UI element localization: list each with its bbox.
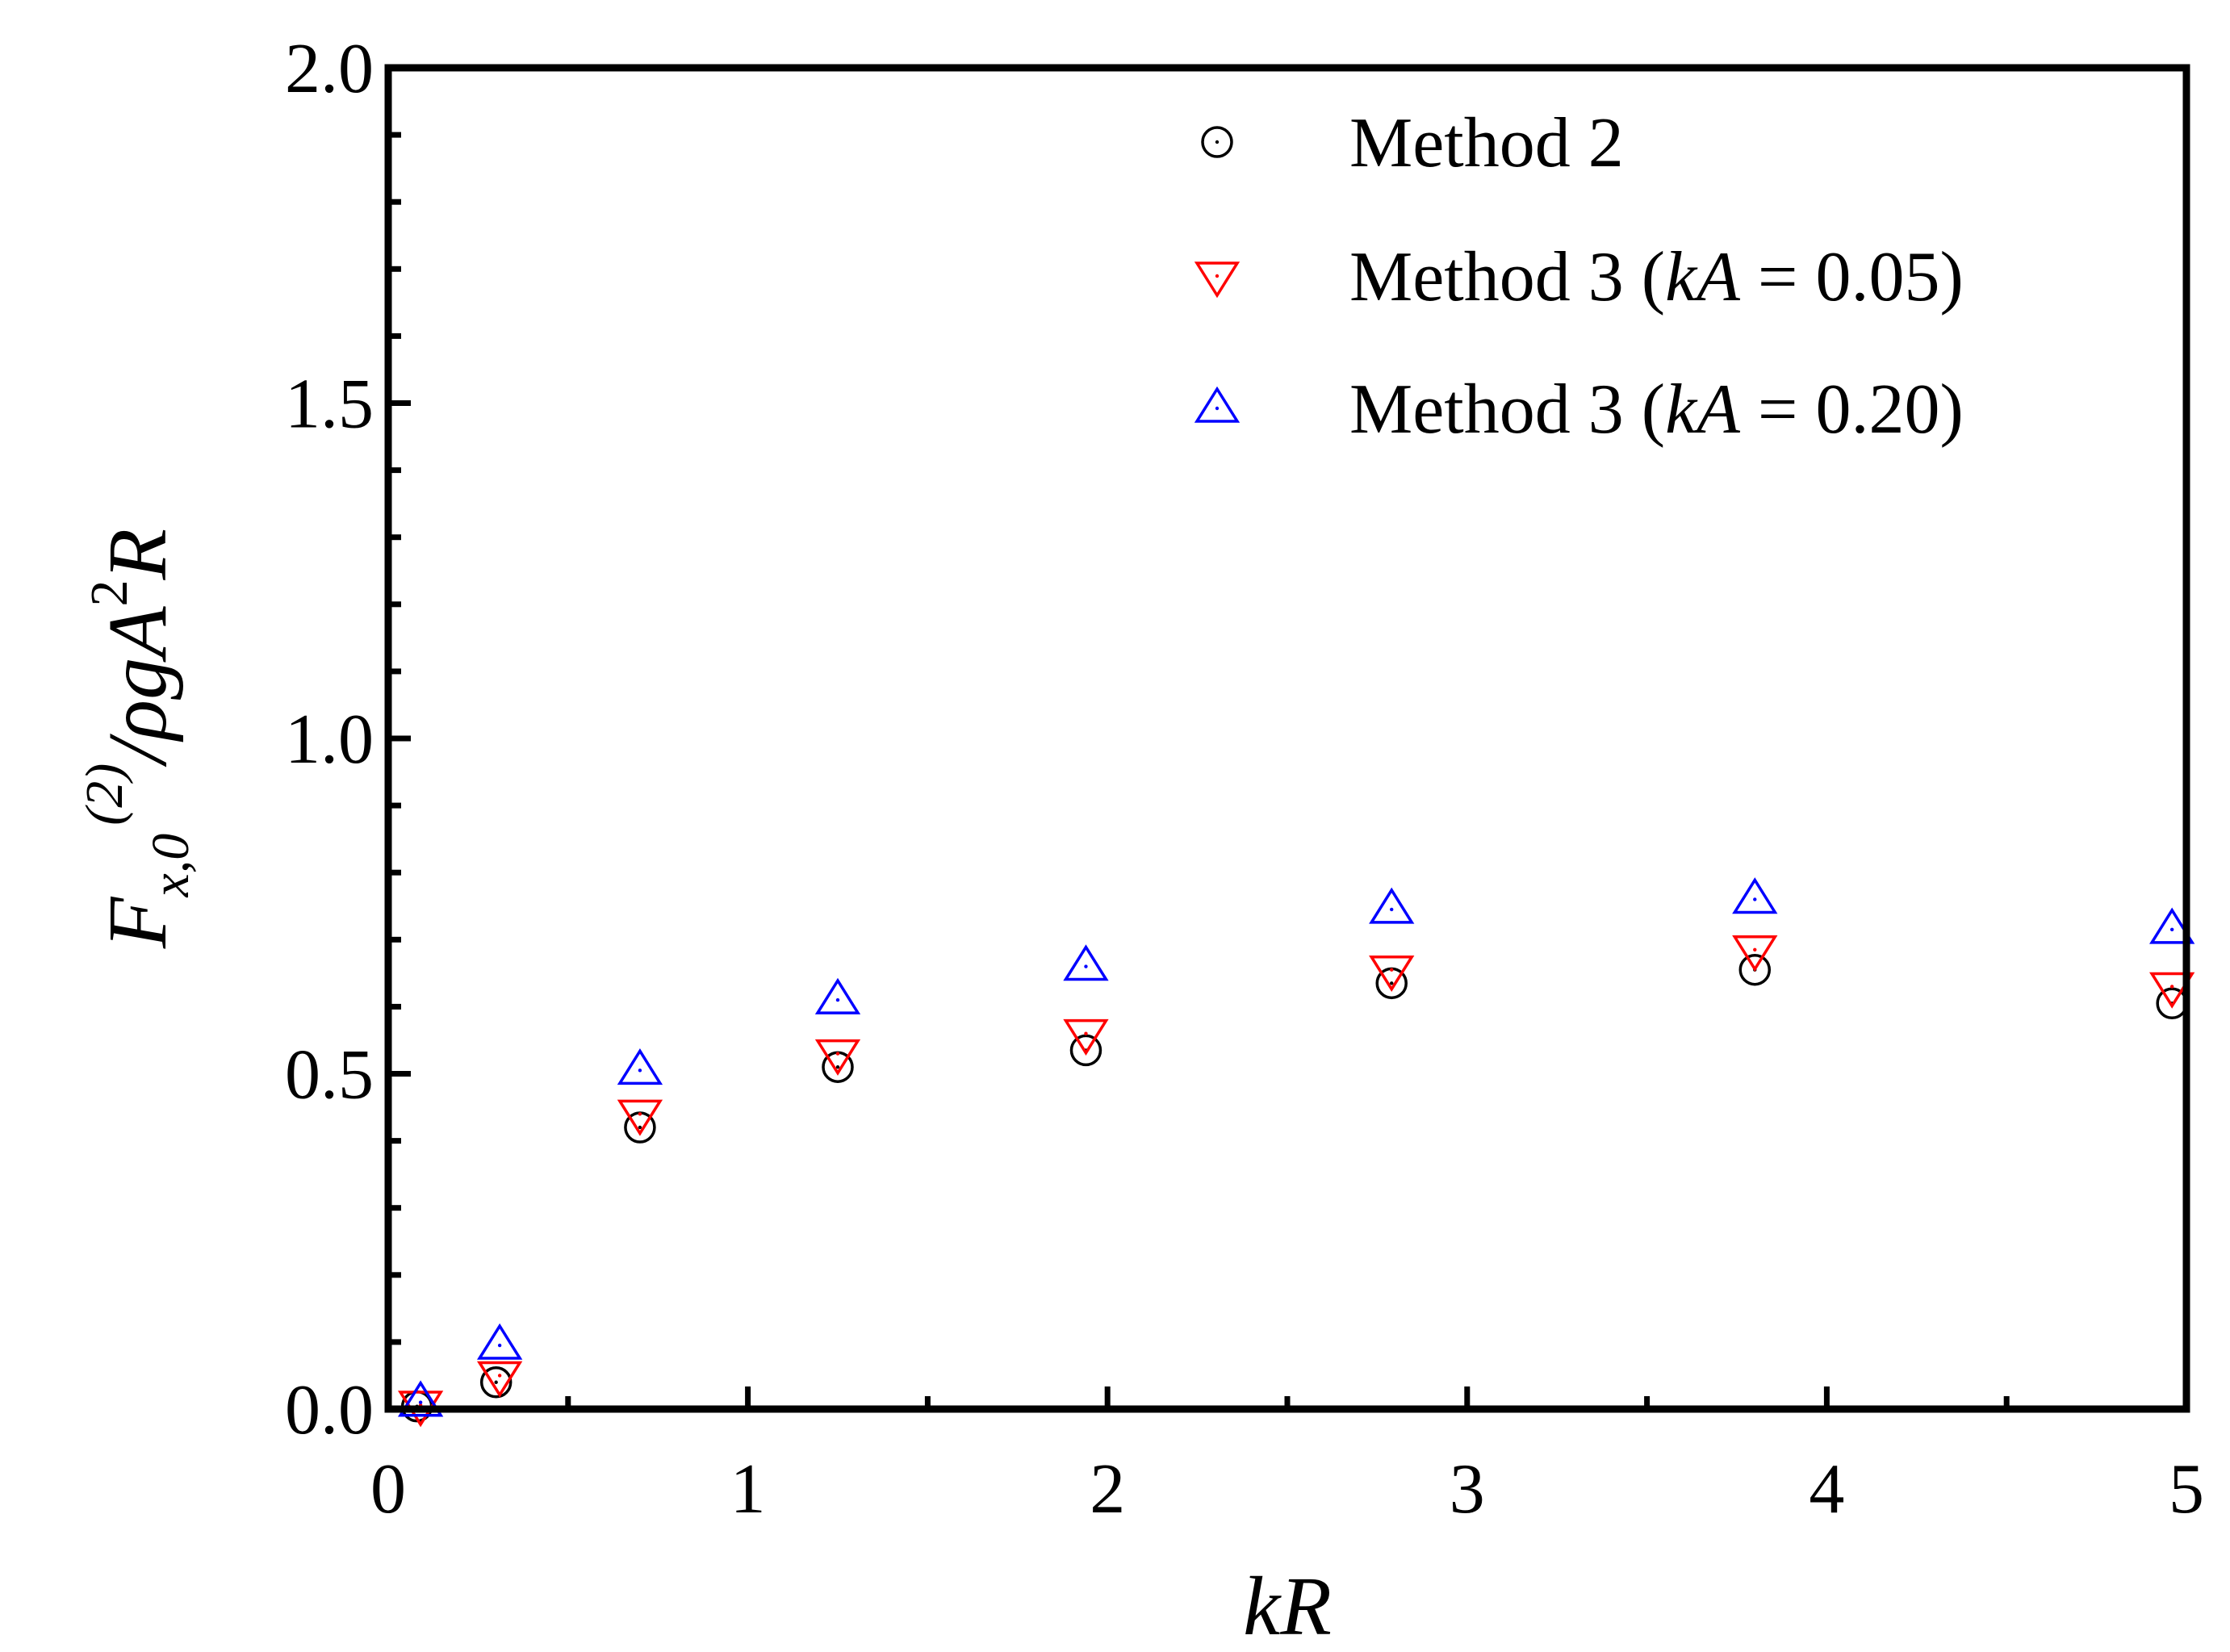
data-point: [1732, 877, 1778, 914]
data-point: [476, 1323, 523, 1360]
data-point: [814, 977, 861, 1014]
data-point: [617, 1048, 663, 1085]
legend-marker: [1201, 126, 1233, 158]
legend-label: Method 3 (kA = 0.20): [1349, 370, 1964, 449]
data-point: [617, 1099, 663, 1136]
y-axis-title: Fx,0(2)/ρgA2R: [75, 529, 200, 949]
legend-item: Method 2: [1201, 104, 1624, 182]
ticks-layer: 0 1 2 3 4 5 0.0 0.5 1.0 1.5 2.0: [285, 30, 2204, 1529]
data-point: [1369, 887, 1415, 924]
x-axis-title: kR: [1243, 1560, 1332, 1652]
plot-frame: [384, 64, 2190, 1413]
y-axis-title-r: R: [91, 529, 184, 581]
data-point: [1369, 955, 1415, 992]
series-1: [400, 953, 2188, 1423]
legend: Method 2 Method 3 (kA = 0.05) Method 3 (kA…: [1194, 104, 1964, 449]
data-point: [476, 1361, 523, 1398]
y-axis-title-f: F: [91, 896, 184, 949]
data-point: [2149, 907, 2195, 944]
y-tick-label: 0.5: [285, 1036, 374, 1115]
legend-label: Method 2: [1349, 104, 1624, 182]
legend-marker: [1194, 386, 1241, 423]
data-point: [1063, 944, 1109, 981]
y-tick-label: 1.0: [285, 701, 374, 779]
x-tick-label: 5: [2169, 1450, 2204, 1529]
data-point: [814, 1039, 861, 1076]
data-point: [479, 1366, 513, 1399]
x-tick-label: 1: [730, 1450, 766, 1529]
data-point: [1063, 1018, 1109, 1056]
points-layer: [397, 877, 2195, 1428]
legend-label: Method 3 (kA = 0.05): [1349, 238, 1964, 316]
legend-item: Method 3 (kA = 0.05): [1194, 238, 1964, 316]
y-axis-title-rest: /ρgA: [91, 606, 184, 767]
x-tick-label: 2: [1090, 1450, 1125, 1529]
legend-item: Method 3 (kA = 0.20): [1194, 370, 1964, 449]
y-tick-label: 0.0: [285, 1371, 374, 1449]
x-tick-label: 3: [1450, 1450, 1485, 1529]
x-tick-label: 4: [1809, 1450, 1844, 1529]
legend-marker: [1194, 261, 1241, 299]
y-tick-label: 1.5: [285, 366, 374, 444]
x-tick-label: 0: [370, 1450, 406, 1529]
series-3: [397, 877, 2195, 1417]
data-point: [397, 1380, 444, 1417]
series-2: [397, 935, 2195, 1428]
data-point: [2149, 972, 2195, 1009]
y-axis-title-sq: 2: [80, 579, 139, 606]
y-tick-label: 2.0: [285, 30, 374, 108]
y-axis-title-sup: (2): [75, 763, 134, 826]
y-axis-title-sub: x,0: [141, 834, 200, 898]
data-point: [1732, 935, 1778, 972]
